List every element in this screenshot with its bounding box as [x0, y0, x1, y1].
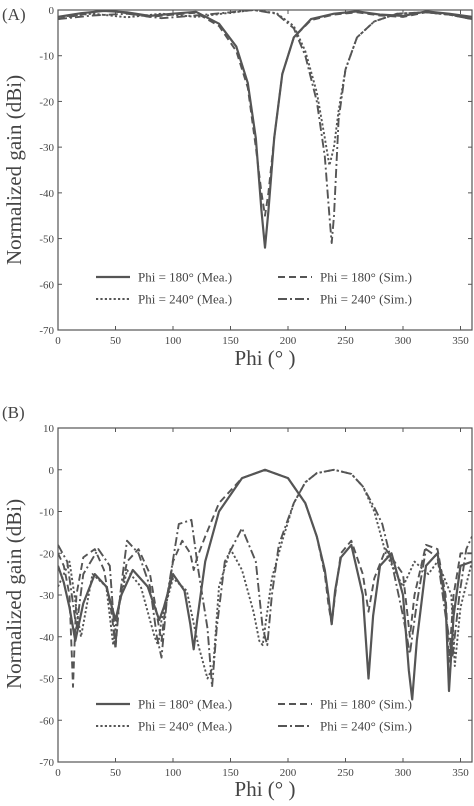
x-tick-label: 150: [222, 767, 239, 779]
legend-label: Phi = 240° (Mea.): [138, 292, 232, 307]
legend-label: Phi = 180° (Sim.): [320, 270, 412, 285]
legend-label: Phi = 180° (Mea.): [138, 697, 232, 712]
x-tick-label: 350: [452, 335, 469, 347]
series-line-dashed: [58, 468, 472, 688]
legend-label: Phi = 180° (Mea.): [138, 270, 232, 285]
x-tick-label: 100: [165, 767, 182, 779]
x-tick-label: 0: [55, 335, 61, 347]
y-tick-label: -60: [39, 715, 54, 727]
y-tick-label: -10: [39, 51, 54, 63]
x-tick-label: 0: [55, 767, 61, 779]
x-tick-label: 100: [165, 335, 182, 347]
series-line-dashdot: [58, 10, 472, 245]
y-tick-label: 10: [43, 423, 55, 435]
legend-label: Phi = 240° (Mea.): [138, 719, 232, 734]
series-line-dashed: [58, 10, 472, 217]
y-tick-label: 0: [49, 5, 55, 17]
legend-label: Phi = 240° (Sim.): [320, 719, 412, 734]
y-tick-label: -20: [39, 96, 54, 108]
y-tick-label: -20: [39, 548, 54, 560]
x-tick-label: 350: [452, 767, 469, 779]
y-tick-label: -50: [39, 234, 54, 246]
panel-b-label: (B): [2, 403, 25, 422]
y-tick-label: -40: [39, 188, 54, 200]
y-tick-label: -30: [39, 142, 54, 154]
y-tick-label: -30: [39, 590, 54, 602]
y-tick-label: -70: [39, 757, 54, 769]
panel-a-plot-frame: [57, 9, 473, 331]
y-tick-label: 0: [49, 465, 55, 477]
y-tick-label: -60: [39, 279, 54, 291]
x-tick-label: 200: [280, 335, 297, 347]
series-line-dotted: [58, 10, 472, 167]
panel-b-plot-frame: [57, 427, 473, 763]
panel-b-x-axis-title: Phi (° ): [235, 777, 296, 801]
x-tick-label: 250: [337, 335, 354, 347]
panel-a-y-axis-title: Normalized gain (dBi): [2, 75, 26, 265]
x-tick-label: 150: [222, 335, 239, 347]
x-tick-label: 250: [337, 767, 354, 779]
panel-a-label: (A): [2, 5, 26, 24]
panel-b: 100-10-20-30-40-50-60-70 0 50 100 150 200 250…: [39, 423, 473, 779]
legend-label: Phi = 180° (Sim.): [320, 697, 412, 712]
x-tick-label: 300: [395, 767, 412, 779]
x-tick-label: 50: [110, 767, 122, 779]
series-line-dotted: [58, 468, 472, 680]
legend-label: Phi = 240° (Sim.): [320, 292, 412, 307]
y-tick-label: -50: [39, 674, 54, 686]
series-line-dashdot: [58, 468, 472, 688]
y-tick-label: -10: [39, 507, 54, 519]
y-tick-label: -40: [39, 632, 54, 644]
panel-a: 0 -10 -20 -30 -40 -50 -60 -70 0 50 100 150 200 250 30…: [39, 5, 473, 347]
series-line-solid: [58, 468, 472, 701]
x-tick-label: 50: [110, 335, 122, 347]
panel-a-x-axis-title: Phi (° ): [235, 346, 296, 370]
panel-b-y-axis-title: Normalized gain (dBi): [2, 499, 26, 689]
x-tick-label: 200: [280, 767, 297, 779]
x-tick-label: 300: [395, 335, 412, 347]
y-tick-label: -70: [39, 325, 54, 337]
